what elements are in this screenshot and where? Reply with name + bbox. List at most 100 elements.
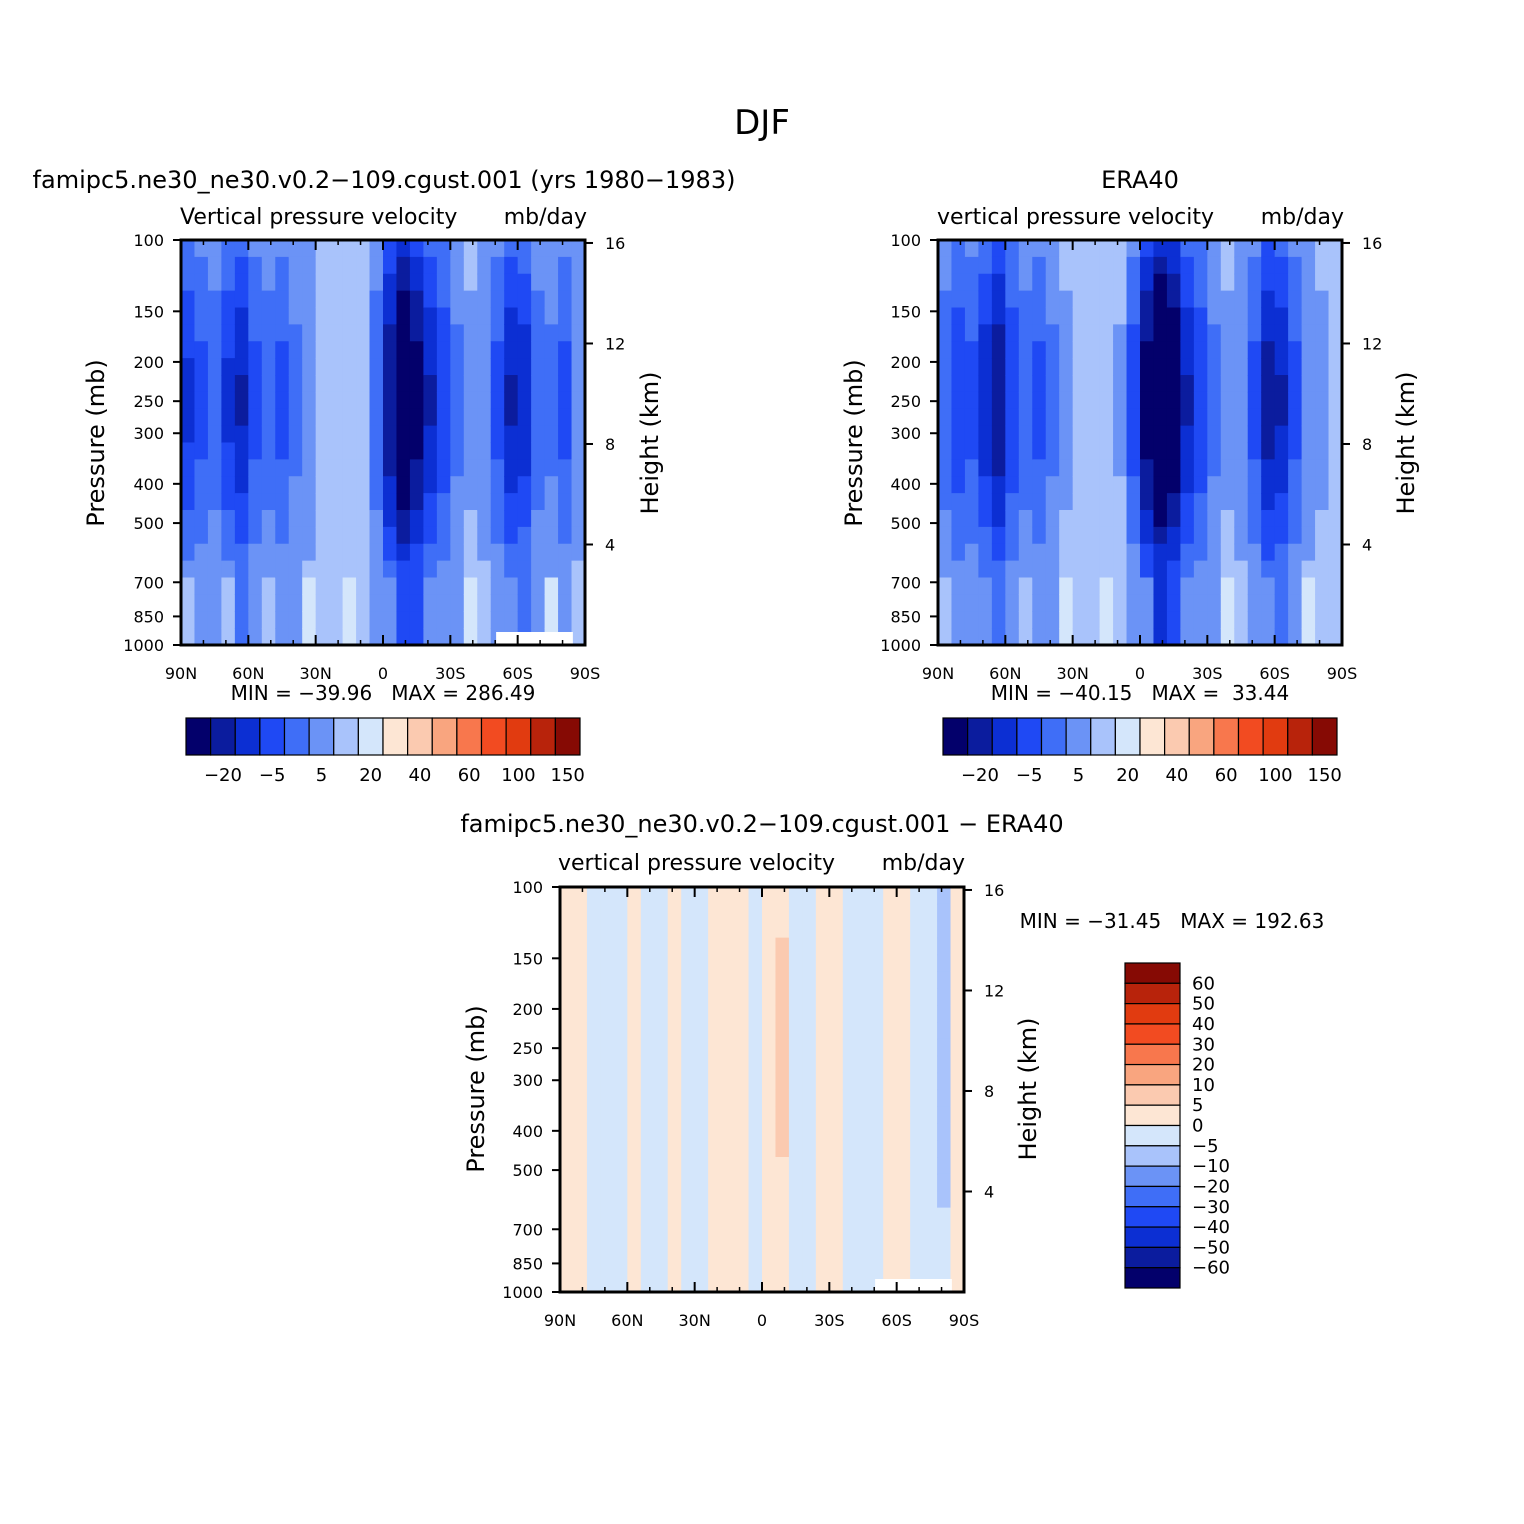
field-cell (1059, 510, 1074, 528)
field-cell (950, 1005, 964, 1023)
field-cell (1301, 341, 1316, 359)
field-cell (586, 1241, 601, 1259)
field-cell (436, 375, 451, 393)
field-cell (951, 240, 966, 258)
field-cell (654, 887, 669, 905)
field-cell (1166, 324, 1181, 342)
field-cell (1315, 391, 1330, 410)
field-cell (531, 611, 546, 629)
field-cell (681, 1140, 696, 1158)
field-cell (667, 1123, 682, 1141)
field-cell (640, 937, 655, 956)
field-cell (329, 493, 344, 511)
field-cell (1126, 307, 1141, 325)
field-cell (586, 1173, 601, 1192)
colorbar-box (1124, 1023, 1181, 1045)
field-cell (1099, 611, 1114, 629)
field-cell (654, 1258, 669, 1276)
field-cell (181, 240, 196, 258)
field-cell (613, 1005, 628, 1023)
field-cell (951, 425, 966, 444)
field-cell (1045, 510, 1060, 528)
field-cell (1247, 510, 1262, 528)
field-cell (490, 577, 505, 595)
field-cell (1045, 543, 1060, 562)
field-cell (573, 1055, 588, 1074)
field-cell (600, 1123, 615, 1141)
field-cell (775, 1140, 790, 1158)
field-cell (490, 341, 505, 359)
field-cell (910, 1072, 925, 1091)
field-cell (315, 273, 330, 292)
field-cell (1301, 358, 1316, 376)
field-cell (436, 290, 451, 309)
field-cell (613, 1157, 628, 1175)
field-cell (681, 1005, 696, 1023)
field-cell (1005, 307, 1020, 325)
colorbar-box (1065, 717, 1092, 756)
field-cell (356, 256, 371, 275)
field-cell (938, 290, 953, 309)
colorbar-box (1124, 1226, 1181, 1248)
field-cell (571, 594, 585, 612)
colorbar-label: 60 (1215, 765, 1238, 786)
field-cell (694, 1241, 709, 1259)
field-cell (1166, 425, 1181, 444)
field-cell (938, 577, 953, 595)
field-cell (762, 1106, 777, 1124)
field-cell (275, 408, 290, 427)
field-cell (396, 391, 411, 410)
field-cell (1234, 391, 1249, 410)
field-cell (1126, 442, 1141, 460)
field-cell (762, 1190, 777, 1209)
field-cell (896, 988, 911, 1006)
field-cell (356, 324, 371, 342)
field-cell (762, 1207, 777, 1226)
field-cell (560, 1022, 575, 1040)
field-cell (1140, 526, 1155, 545)
field-cell (1207, 240, 1222, 258)
missing-data-region (875, 1279, 952, 1292)
field-cell (896, 1123, 911, 1141)
field-cell (586, 1258, 601, 1276)
field-cell (762, 1072, 777, 1091)
field-cell (788, 903, 803, 922)
field-cell (1032, 543, 1047, 562)
panel-obs-case-title: ERA40 (1101, 166, 1179, 194)
field-cell (842, 1258, 857, 1276)
field-cell (815, 1258, 830, 1276)
colorbar-box (1124, 982, 1181, 1005)
field-cell (275, 628, 290, 645)
field-cell (423, 256, 438, 275)
field-cell (275, 391, 290, 410)
field-cell (423, 543, 438, 562)
field-cell (1288, 543, 1303, 562)
field-cell (1315, 628, 1330, 645)
x-tick-label: 0 (378, 664, 388, 683)
field-cell (640, 1275, 655, 1292)
field-cell (681, 1258, 696, 1276)
field-cell (571, 256, 585, 275)
field-cell (1193, 256, 1208, 275)
field-cell (531, 543, 546, 562)
field-cell (815, 1038, 830, 1057)
field-cell (234, 307, 249, 325)
field-cell (1328, 290, 1342, 309)
field-cell (762, 1140, 777, 1158)
x-tick-label: 60N (232, 664, 264, 683)
field-cell (938, 273, 953, 292)
field-cell (1328, 526, 1342, 545)
field-cell (937, 1157, 952, 1175)
field-cell (261, 628, 276, 645)
field-cell (869, 1224, 884, 1242)
field-cell (829, 954, 844, 972)
field-cell (463, 459, 478, 477)
field-cell (1059, 526, 1074, 545)
field-cell (1247, 256, 1262, 275)
field-cell (991, 358, 1006, 376)
field-cell (1099, 240, 1114, 258)
field-cell (477, 459, 492, 477)
field-cell (910, 954, 925, 972)
field-cell (207, 526, 222, 545)
field-cell (721, 1207, 736, 1226)
